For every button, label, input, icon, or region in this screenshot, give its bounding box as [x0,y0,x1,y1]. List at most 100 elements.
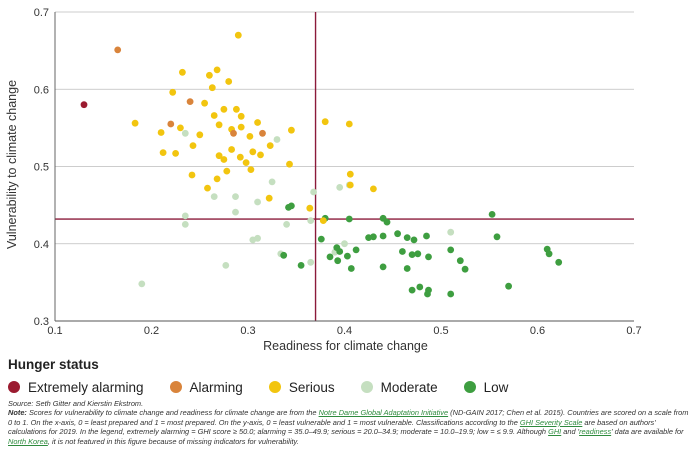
readiness-link[interactable]: readiness [579,427,612,437]
axes: 0.1 0.2 0.3 0.4 0.5 0.6 0.7 0.3 0.4 0.5 0.6 0.7 Read… [5,7,642,353]
point-low [347,265,355,272]
point-low [456,257,464,265]
point-moderate [181,221,189,228]
point-serious [370,185,377,193]
point-moderate [336,184,344,191]
point-moderate [181,129,189,137]
point-serious [286,160,293,168]
point-alarming [230,129,237,137]
point-serious [257,151,264,159]
point-serious [345,120,353,128]
point-serious [306,204,314,212]
note-text-3: are based on authors' calculations for 2… [8,417,656,437]
grid-lines [55,11,634,322]
nd-gain-link[interactable]: Notre Dame Global Adaptation Initiative [318,408,449,418]
point-low [336,248,344,255]
point-serious [204,184,211,192]
x-tick-label: 0.1 [47,325,62,337]
legend: Extremely alarming Alarming Serious Moderat… [8,378,534,396]
note-text-4: and ' [561,427,580,437]
point-serious [220,156,228,163]
legend-label-extremely-alarming: Extremely alarming [28,379,144,395]
point-serious [210,112,218,119]
point-serious [319,217,327,225]
point-moderate [210,193,218,201]
point-low [408,251,416,258]
point-serious [188,171,196,179]
y-tick-label: 0.7 [34,7,49,19]
point-serious [172,150,180,157]
point-serious [220,105,228,113]
point-serious [321,118,329,126]
point-low [344,252,351,260]
point-low [424,290,431,298]
legend-item-moderate: Moderate [360,379,438,395]
point-moderate [310,188,317,196]
point-low [383,218,391,226]
point-moderate [307,258,315,266]
point-serious [225,78,233,85]
point-serious [249,148,257,156]
note-text-5: ' data are available for [611,427,684,437]
point-serious [215,152,223,160]
point-low [288,202,295,210]
point-moderate [273,136,281,143]
legend-marker-serious [268,381,281,393]
point-serious [169,88,177,96]
legend-item-low: Low [463,380,508,395]
legend-label-alarming: Alarming [189,379,243,395]
note-text-2: (ND-GAIN 2017; Chen et al. 2015). Countr… [8,408,689,427]
point-serious [131,119,139,127]
point-serious [346,170,354,178]
ghi-link[interactable]: GHI [548,427,562,437]
legend-label-moderate: Moderate [380,379,438,395]
point-low [410,236,418,244]
point-low [403,234,411,242]
x-tick-label: 0.6 [530,325,545,337]
legend-item-alarming: Alarming [169,379,243,395]
point-alarming [114,46,122,54]
point-serious [266,142,274,150]
point-moderate [307,217,315,225]
figure-notes: Source: Seth Gitter and Kierstin Ekstrom… [8,399,692,446]
point-low [345,215,353,223]
source-line: Source: Seth Gitter and Kierstin Ekstrom… [8,399,144,408]
legend-marker-low [463,381,476,393]
point-serious [234,31,242,39]
point-low [488,211,496,218]
note-text-1: Scores for vulnerability to climate chan… [26,408,319,418]
legend-marker-extremely-alarming [8,381,20,393]
x-tick-label: 0.4 [337,325,352,337]
point-serious [237,112,245,120]
point-low [505,282,512,290]
point-low [352,246,360,254]
point-low [403,265,411,272]
point-moderate [181,212,189,220]
point-serious [157,129,165,136]
y-tick-label: 0.3 [34,316,49,328]
point-serious [208,84,216,92]
point-low [297,262,305,269]
point-serious [246,133,254,140]
point-low [425,253,432,261]
point-low [379,232,387,240]
note-prefix: Note: [8,408,27,418]
point-serious [223,167,231,175]
x-tick-label: 0.2 [144,325,159,337]
point-moderate [447,228,455,236]
note-paragraph: Note: Scores for vulnerability to climat… [8,408,692,446]
north-korea-link[interactable]: North Korea [8,436,48,446]
point-serious [215,121,223,129]
point-low [365,234,372,242]
y-tick-label: 0.6 [34,84,49,96]
point-serious [213,66,221,74]
y-axis-title: Vulnerability to climate change [5,80,19,249]
ghi-severity-scale-link[interactable]: GHI Severity Scale [519,417,583,427]
point-moderate [222,262,230,269]
point-extremely-alarming [80,101,88,109]
legend-item-extremely-alarming: Extremely alarming [8,380,144,395]
data-points [80,31,563,298]
point-serious [196,131,204,139]
point-serious [206,71,213,79]
note-text-6: , it is not featured in this figure beca… [47,436,299,446]
